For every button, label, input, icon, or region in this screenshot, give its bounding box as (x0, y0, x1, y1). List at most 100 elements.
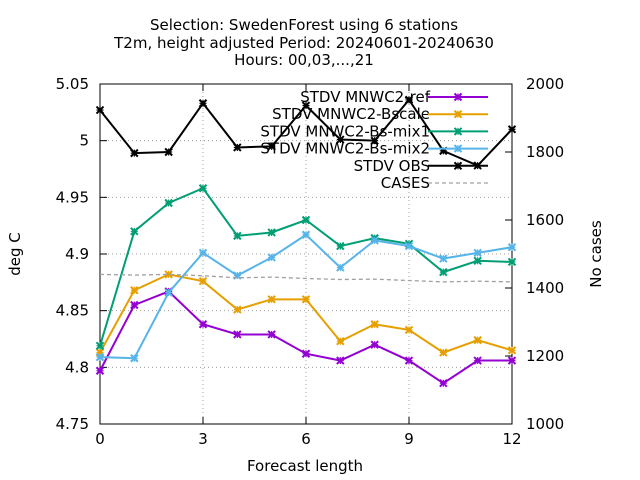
data-point (130, 148, 139, 158)
data-point (130, 300, 139, 310)
data-point (439, 267, 448, 277)
legend-label: STDV OBS (354, 157, 430, 175)
axis-ticks: 0 3 6 9 12 4.75 4.8 4.85 4.9 4.95 5 5.05 1000 1200 140… (56, 75, 565, 448)
data-point (198, 276, 208, 286)
data-point (267, 142, 276, 151)
data-point (301, 349, 311, 358)
y-tick-label: 5 (79, 132, 89, 150)
series-stdv-mnwc2-bs-mix2 (95, 230, 517, 363)
data-point (301, 295, 311, 304)
data-point (370, 320, 379, 329)
data-point (439, 378, 448, 388)
data-point (130, 227, 139, 236)
x-tick-label: 9 (404, 430, 414, 448)
data-point (473, 248, 482, 258)
data-point (233, 330, 242, 339)
data-point (95, 366, 105, 375)
data-point (507, 356, 517, 365)
data-point (507, 257, 517, 267)
grid (100, 84, 512, 424)
x-tick-label: 0 (95, 430, 105, 448)
chart-title-line-1: Selection: SwedenForest using 6 stations (150, 16, 458, 34)
data-point (336, 263, 345, 272)
data-point (233, 231, 242, 241)
data-point (473, 335, 482, 345)
data-point (198, 248, 208, 258)
y2-axis-label: No cases (587, 220, 605, 288)
y-axis-label: deg C (6, 232, 24, 276)
data-point (507, 125, 517, 134)
legend-marker (453, 127, 463, 136)
legend-marker (453, 92, 463, 102)
data-point (95, 352, 105, 362)
data-point (404, 325, 414, 335)
legend-marker (453, 161, 463, 171)
data-point (336, 356, 345, 365)
data-point (95, 341, 105, 351)
data-point (370, 136, 379, 145)
y-tick-label: 4.85 (56, 302, 89, 320)
data-point (267, 295, 276, 304)
data-point (198, 184, 208, 193)
y-tick-label: 4.8 (65, 358, 89, 376)
data-point (507, 346, 517, 355)
data-point (336, 135, 345, 144)
series-cases (99, 273, 513, 283)
legend-label: STDV MNWC2-Bs-mix1 (260, 122, 430, 140)
data-point (301, 230, 311, 239)
data-point (404, 241, 414, 251)
x-tick-label: 12 (502, 430, 521, 448)
chart-title-line-2: T2m, height adjusted Period: 20240601-20… (113, 34, 494, 52)
data-point (130, 286, 139, 295)
data-point (404, 95, 414, 105)
data-point (233, 305, 242, 314)
data-point (370, 236, 379, 245)
data-point (267, 228, 276, 237)
series-stdv-obs (95, 95, 517, 170)
data-point (130, 354, 139, 363)
data-point (95, 105, 105, 115)
data-point (439, 348, 448, 357)
data-point (473, 356, 482, 365)
data-point (370, 340, 379, 349)
legend-marker (453, 109, 463, 119)
chart-title-line-3: Hours: 00,03,...,21 (234, 51, 374, 69)
data-point (507, 242, 517, 252)
series-stdv-mnwc2-bs-mix1 (95, 184, 517, 351)
y2-tick-label: 1400 (526, 279, 564, 297)
data-point (198, 99, 208, 108)
data-point (473, 256, 482, 266)
y-tick-label: 5.05 (56, 75, 89, 93)
chart-title: Selection: SwedenForest using 6 stations… (113, 16, 494, 69)
y-tick-label: 4.95 (56, 188, 89, 206)
legend-label: CASES (381, 174, 430, 192)
data-point (164, 147, 173, 157)
data-point (233, 143, 242, 152)
series-line (99, 273, 513, 283)
data-point (267, 330, 276, 339)
y2-tick-label: 1800 (526, 143, 564, 161)
legend-label: STDV MNWC2-ref (300, 88, 430, 106)
data-point (164, 198, 173, 208)
data-point (198, 320, 208, 329)
y2-tick-label: 2000 (526, 75, 564, 93)
data-point (301, 101, 311, 110)
y2-tick-label: 1600 (526, 211, 564, 229)
data-point (336, 241, 345, 251)
y2-tick-label: 1000 (526, 415, 564, 433)
x-axis-label: Forecast length (247, 457, 363, 475)
data-point (164, 288, 173, 297)
data-point (267, 253, 276, 262)
x-tick-label: 3 (198, 430, 208, 448)
data-point (336, 337, 345, 346)
x-tick-label: 6 (301, 430, 311, 448)
data-point (439, 254, 448, 263)
legend-label: STDV MNWC2-Bscale (272, 105, 430, 123)
y-tick-label: 4.75 (56, 415, 89, 433)
data-point (404, 356, 414, 365)
y2-tick-label: 1200 (526, 347, 564, 365)
legend-marker (453, 144, 463, 153)
data-point (301, 215, 311, 225)
